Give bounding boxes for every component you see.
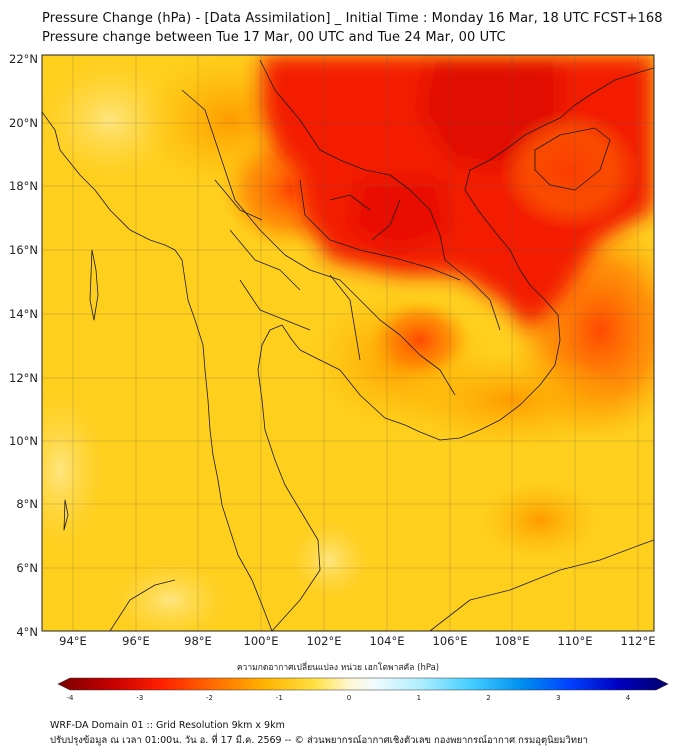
colorbar-tick-label: 1 <box>417 694 421 702</box>
coastlines <box>42 59 654 631</box>
lon-label: 100°E <box>244 634 279 648</box>
lon-label: 102°E <box>307 634 342 648</box>
lat-label: 14°N <box>9 307 38 321</box>
lat-label: 18°N <box>9 179 38 193</box>
lat-label: 22°N <box>9 52 38 66</box>
lon-label: 108°E <box>495 634 530 648</box>
lat-label: 20°N <box>9 116 38 130</box>
colorbar-tick-label: -1 <box>276 694 283 702</box>
footer-update-info: ปรับปรุงข้อมูล ณ เวลา 01:00น. วัน อ. ที่… <box>50 735 588 746</box>
colorbar-tick-label: 3 <box>556 694 560 702</box>
footer-model-info: WRF-DA Domain 01 :: Grid Resolution 9km … <box>50 720 285 731</box>
colorbar-tick-label: 0 <box>347 694 351 702</box>
lat-label: 8°N <box>16 497 38 511</box>
lon-label: 98°E <box>184 634 212 648</box>
colorbar-tick-label: -2 <box>206 694 213 702</box>
graticule <box>42 55 654 631</box>
pressure-field <box>42 55 654 631</box>
colorbar-tick-label: -4 <box>67 694 75 702</box>
lon-label: 104°E <box>370 634 405 648</box>
lat-label: 6°N <box>16 561 38 575</box>
lat-label: 4°N <box>16 625 38 639</box>
lat-label: 16°N <box>9 243 38 257</box>
colorbar-tick-label: 2 <box>486 694 490 702</box>
lon-label: 110°E <box>558 634 593 648</box>
map-frame <box>41 54 655 632</box>
lon-label: 106°E <box>433 634 468 648</box>
map-subtitle: Pressure change between Tue 17 Mar, 00 U… <box>42 30 506 45</box>
lat-label: 12°N <box>9 371 38 385</box>
lon-label: 94°E <box>59 634 87 648</box>
colorbar-tick-label: 4 <box>626 694 631 702</box>
lon-label: 96°E <box>122 634 150 648</box>
colorbar-title: ความกดอากาศเปลี่ยนแปลง หน่วย เฮกโตพาสคัล… <box>236 663 440 673</box>
colorbar: -4 -3 -2 -1 0 1 2 3 4 <box>57 677 669 702</box>
colorbar-tick-label: -3 <box>136 694 143 702</box>
colorbar-scale <box>57 677 669 691</box>
map-title: Pressure Change (hPa) - [Data Assimilati… <box>42 11 663 26</box>
lat-label: 10°N <box>9 434 38 448</box>
lon-label: 112°E <box>621 634 656 648</box>
